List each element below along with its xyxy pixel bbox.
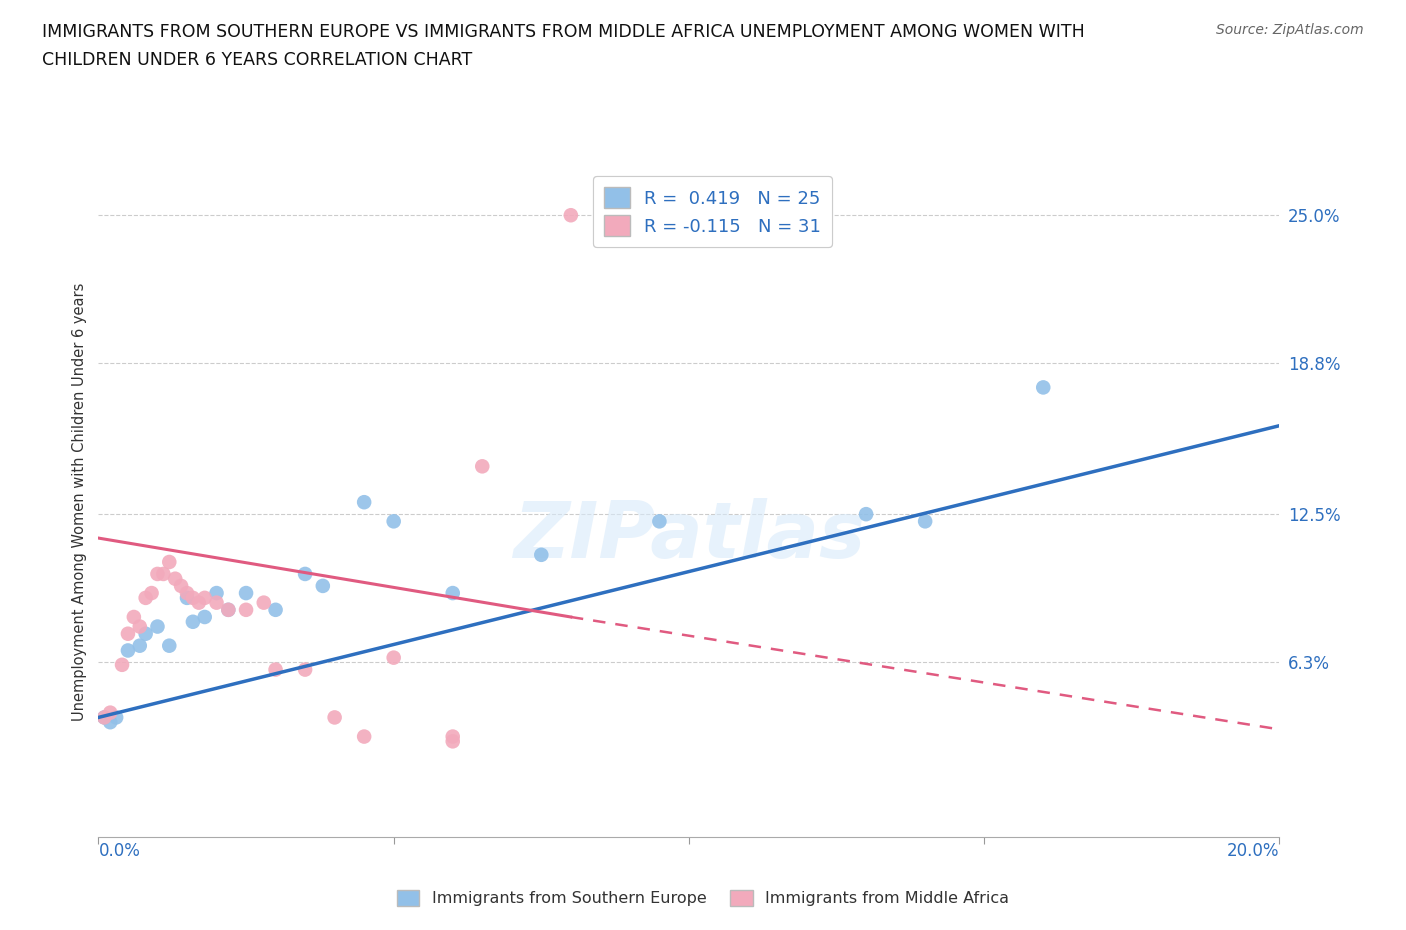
Point bbox=[194, 609, 217, 624]
Text: 0.0%: 0.0% bbox=[98, 842, 141, 859]
Text: 20.0%: 20.0% bbox=[1227, 842, 1279, 859]
Point bbox=[530, 548, 553, 563]
Point bbox=[294, 662, 316, 677]
Point bbox=[353, 495, 375, 510]
Point bbox=[93, 710, 115, 724]
Point bbox=[111, 658, 134, 672]
Legend: Immigrants from Southern Europe, Immigrants from Middle Africa: Immigrants from Southern Europe, Immigra… bbox=[389, 884, 1017, 912]
Point bbox=[441, 729, 464, 744]
Point bbox=[353, 729, 375, 744]
Point bbox=[382, 650, 405, 665]
Point bbox=[914, 514, 936, 529]
Point bbox=[323, 710, 346, 724]
Point bbox=[98, 705, 121, 720]
Point bbox=[253, 595, 276, 610]
Point bbox=[170, 578, 193, 593]
Point bbox=[135, 591, 157, 605]
Point bbox=[589, 227, 612, 242]
Point bbox=[93, 710, 115, 724]
Point bbox=[1032, 380, 1054, 395]
Point bbox=[157, 554, 180, 569]
Point bbox=[382, 514, 405, 529]
Point bbox=[264, 662, 287, 677]
Legend: R =  0.419   N = 25, R = -0.115   N = 31: R = 0.419 N = 25, R = -0.115 N = 31 bbox=[593, 177, 832, 247]
Point bbox=[217, 603, 239, 618]
Text: ZIPatlas: ZIPatlas bbox=[513, 498, 865, 574]
Point bbox=[181, 615, 204, 630]
Point bbox=[128, 638, 150, 653]
Point bbox=[176, 586, 198, 601]
Point bbox=[264, 603, 287, 618]
Point bbox=[235, 603, 257, 618]
Point bbox=[152, 566, 174, 581]
Text: IMMIGRANTS FROM SOUTHERN EUROPE VS IMMIGRANTS FROM MIDDLE AFRICA UNEMPLOYMENT AM: IMMIGRANTS FROM SOUTHERN EUROPE VS IMMIG… bbox=[42, 23, 1085, 41]
Text: Source: ZipAtlas.com: Source: ZipAtlas.com bbox=[1216, 23, 1364, 37]
Point bbox=[187, 595, 209, 610]
Point bbox=[146, 619, 169, 634]
Point bbox=[165, 571, 187, 586]
Point bbox=[105, 710, 128, 724]
Point bbox=[441, 586, 464, 601]
Y-axis label: Unemployment Among Women with Children Under 6 years: Unemployment Among Women with Children U… bbox=[72, 283, 87, 722]
Point bbox=[471, 458, 494, 473]
Point bbox=[855, 507, 877, 522]
Text: CHILDREN UNDER 6 YEARS CORRELATION CHART: CHILDREN UNDER 6 YEARS CORRELATION CHART bbox=[42, 51, 472, 69]
Point bbox=[194, 591, 217, 605]
Point bbox=[294, 566, 316, 581]
Point bbox=[441, 734, 464, 749]
Point bbox=[146, 566, 169, 581]
Point bbox=[217, 603, 239, 618]
Point bbox=[205, 586, 228, 601]
Point bbox=[157, 638, 180, 653]
Point bbox=[135, 626, 157, 641]
Point bbox=[117, 643, 139, 658]
Point bbox=[176, 591, 198, 605]
Point bbox=[648, 514, 671, 529]
Point bbox=[312, 578, 335, 593]
Point bbox=[117, 626, 139, 641]
Point bbox=[98, 715, 121, 730]
Point bbox=[235, 586, 257, 601]
Point bbox=[181, 591, 204, 605]
Point bbox=[560, 207, 582, 222]
Point bbox=[128, 619, 150, 634]
Point bbox=[141, 586, 163, 601]
Point bbox=[122, 609, 145, 624]
Point bbox=[205, 595, 228, 610]
